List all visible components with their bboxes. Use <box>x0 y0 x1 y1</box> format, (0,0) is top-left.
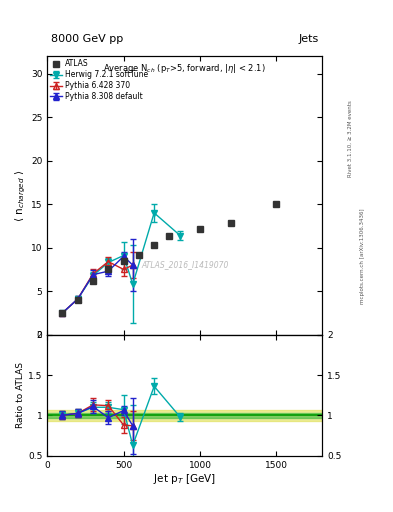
ATLAS <box>274 201 279 207</box>
ATLAS <box>136 251 141 258</box>
ATLAS <box>121 258 126 264</box>
ATLAS <box>152 242 156 248</box>
Bar <box>47 413 322 418</box>
X-axis label: Jet p$_{T}$ [GeV]: Jet p$_{T}$ [GeV] <box>153 472 216 486</box>
Text: ATLAS_2016_I1419070: ATLAS_2016_I1419070 <box>141 261 228 270</box>
Legend: ATLAS, Herwig 7.2.1 softTune, Pythia 6.428 370, Pythia 8.308 default: ATLAS, Herwig 7.2.1 softTune, Pythia 6.4… <box>49 58 149 102</box>
Bar <box>47 410 322 421</box>
Text: Jets: Jets <box>298 33 318 44</box>
ATLAS <box>198 225 202 231</box>
Y-axis label: Ratio to ATLAS: Ratio to ATLAS <box>16 362 25 428</box>
Line: ATLAS: ATLAS <box>59 201 279 316</box>
ATLAS <box>228 220 233 226</box>
ATLAS <box>167 233 172 240</box>
Text: Average N$_{ch}$ (p$_T$>5, forward, |$\eta$| < 2.1): Average N$_{ch}$ (p$_T$>5, forward, |$\e… <box>103 62 266 75</box>
ATLAS <box>60 310 65 316</box>
ATLAS <box>91 278 95 284</box>
Text: mcplots.cern.ch [arXiv:1306.3436]: mcplots.cern.ch [arXiv:1306.3436] <box>360 208 365 304</box>
Y-axis label: $\langle$ n$_{charged}$ $\rangle$: $\langle$ n$_{charged}$ $\rangle$ <box>14 169 28 222</box>
ATLAS <box>106 266 111 272</box>
Text: Rivet 3.1.10, ≥ 3.2M events: Rivet 3.1.10, ≥ 3.2M events <box>348 100 353 177</box>
Text: 8000 GeV pp: 8000 GeV pp <box>51 33 123 44</box>
ATLAS <box>75 297 80 303</box>
